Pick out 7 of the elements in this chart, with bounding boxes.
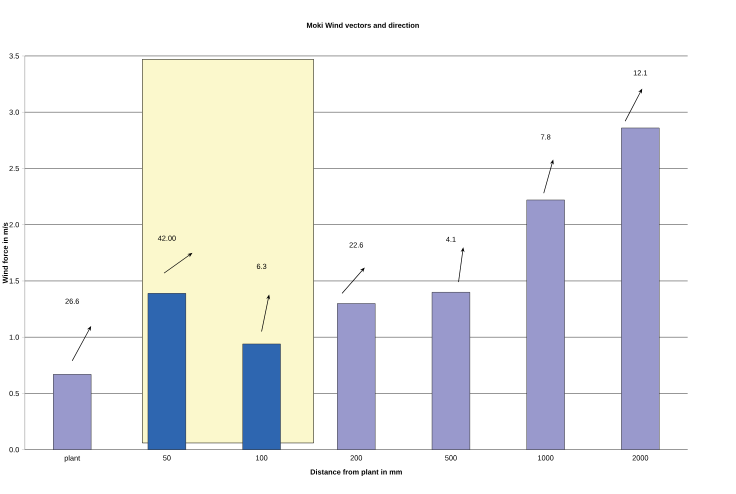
- bar: [148, 293, 186, 450]
- bar: [621, 128, 660, 450]
- bar: [337, 303, 376, 450]
- bar: [526, 200, 565, 450]
- bar: [242, 344, 281, 450]
- bar: [53, 374, 92, 450]
- bar: [432, 292, 470, 450]
